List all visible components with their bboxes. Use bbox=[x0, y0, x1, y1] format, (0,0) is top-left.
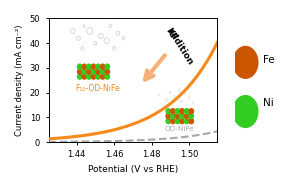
Ellipse shape bbox=[171, 119, 175, 124]
Ellipse shape bbox=[175, 119, 180, 124]
Ellipse shape bbox=[87, 64, 91, 69]
Ellipse shape bbox=[184, 109, 189, 114]
Ellipse shape bbox=[91, 69, 96, 74]
Ellipse shape bbox=[82, 64, 86, 69]
Ellipse shape bbox=[78, 74, 82, 79]
Ellipse shape bbox=[101, 64, 105, 69]
Ellipse shape bbox=[91, 64, 96, 69]
Text: Ni: Ni bbox=[263, 98, 274, 108]
Circle shape bbox=[233, 46, 258, 78]
Ellipse shape bbox=[78, 69, 82, 74]
Ellipse shape bbox=[105, 69, 109, 74]
Text: addition: addition bbox=[165, 27, 195, 67]
Ellipse shape bbox=[180, 114, 184, 119]
Ellipse shape bbox=[166, 114, 171, 119]
Ellipse shape bbox=[82, 69, 86, 74]
Ellipse shape bbox=[96, 69, 100, 74]
Ellipse shape bbox=[105, 74, 109, 79]
Ellipse shape bbox=[91, 74, 96, 79]
Ellipse shape bbox=[96, 64, 100, 69]
Circle shape bbox=[233, 96, 258, 127]
Ellipse shape bbox=[189, 114, 193, 119]
Ellipse shape bbox=[171, 109, 175, 114]
Ellipse shape bbox=[166, 119, 171, 124]
Ellipse shape bbox=[175, 114, 180, 119]
Ellipse shape bbox=[166, 109, 171, 114]
Ellipse shape bbox=[180, 109, 184, 114]
Text: OD-NiFe: OD-NiFe bbox=[165, 125, 195, 132]
Ellipse shape bbox=[87, 69, 91, 74]
Ellipse shape bbox=[105, 64, 109, 69]
Text: KF: KF bbox=[163, 27, 178, 43]
Ellipse shape bbox=[171, 114, 175, 119]
Ellipse shape bbox=[78, 64, 82, 69]
Ellipse shape bbox=[101, 74, 105, 79]
Text: F₁₀-OD-NiFe: F₁₀-OD-NiFe bbox=[75, 84, 120, 93]
Ellipse shape bbox=[189, 109, 193, 114]
Ellipse shape bbox=[101, 69, 105, 74]
Ellipse shape bbox=[184, 119, 189, 124]
Ellipse shape bbox=[180, 119, 184, 124]
Ellipse shape bbox=[96, 74, 100, 79]
Ellipse shape bbox=[184, 114, 189, 119]
Y-axis label: Current density (mA cm⁻²): Current density (mA cm⁻²) bbox=[15, 25, 24, 136]
X-axis label: Potential (V vs RHE): Potential (V vs RHE) bbox=[88, 165, 178, 174]
Ellipse shape bbox=[87, 74, 91, 79]
Ellipse shape bbox=[175, 109, 180, 114]
Text: Fe: Fe bbox=[263, 55, 275, 64]
Ellipse shape bbox=[189, 119, 193, 124]
Ellipse shape bbox=[82, 74, 86, 79]
